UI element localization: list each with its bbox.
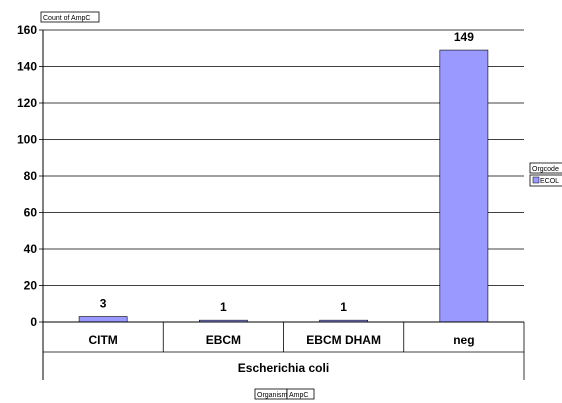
x-tick-label: EBCM DHAM — [306, 333, 381, 347]
x-tick-label: neg — [453, 333, 474, 347]
legend-box — [529, 174, 562, 187]
data-label: 1 — [340, 300, 347, 314]
legend: Orgcode ECOL — [529, 162, 562, 187]
legend-swatch-ecol — [532, 176, 540, 184]
y-tick-label: 160 — [17, 23, 37, 37]
bars — [78, 49, 489, 323]
group-label: Escherichia coli — [238, 361, 329, 375]
x-axis: CITM EBCM EBCM DHAM neg Escherichia coli — [42, 30, 525, 380]
legend-label-ecol: ECOL — [540, 178, 559, 185]
x-tick-label: EBCM — [206, 333, 241, 347]
x-tick-label: CITM — [88, 333, 117, 347]
y-tick-label: 100 — [17, 133, 37, 147]
y-tick-label: 80 — [24, 169, 38, 183]
ampc-button[interactable] — [286, 388, 315, 400]
legend-title-button[interactable] — [529, 162, 562, 174]
y-tick-label: 60 — [24, 206, 38, 220]
organism-button-label: Organism — [257, 392, 288, 399]
ampc-button-label: AmpC — [289, 392, 308, 399]
data-label: 149 — [454, 30, 474, 44]
y-tick-label: 40 — [24, 242, 38, 256]
y-tick-label: 0 — [30, 315, 37, 329]
legend-title: Orgcode — [532, 166, 559, 173]
count-of-ampc-button[interactable]: Count of AmpC — [40, 11, 100, 23]
y-tick-label: 140 — [17, 60, 37, 74]
row-field-buttons: Organism AmpC — [254, 388, 315, 400]
data-labels: 3 1 1 149 — [100, 30, 474, 314]
count-of-ampc-label: Count of AmpC — [43, 15, 90, 22]
y-tick-label: 20 — [24, 279, 38, 293]
bar-neg — [439, 49, 489, 323]
bar-citm — [78, 316, 128, 323]
data-label: 1 — [220, 300, 227, 314]
y-axis-ticks: 0 20 40 60 80 100 120 140 160 — [17, 23, 43, 329]
y-tick-label: 120 — [17, 96, 37, 110]
data-label: 3 — [100, 297, 107, 311]
